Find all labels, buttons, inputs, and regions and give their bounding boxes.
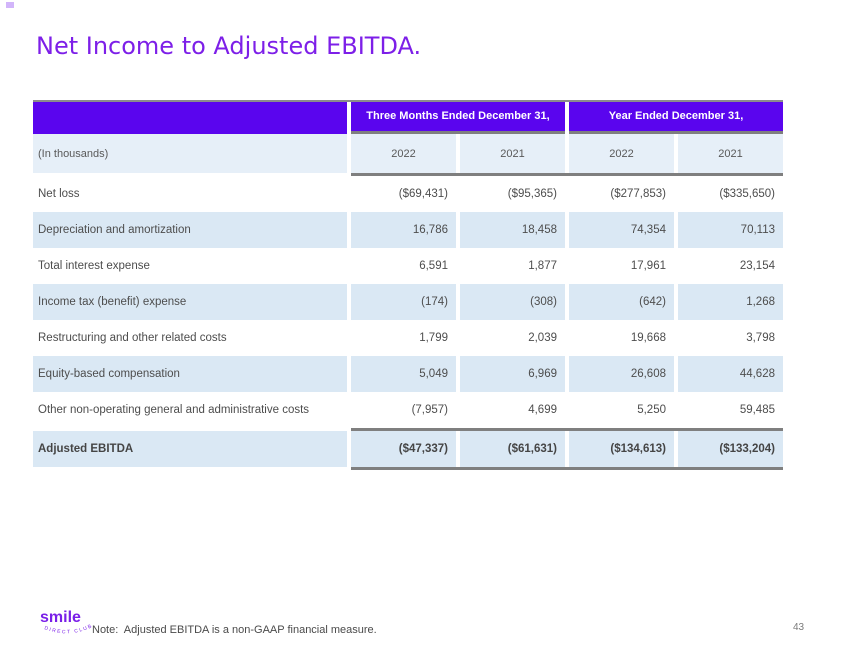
table-header-groups: Three Months Ended December 31, Year End… bbox=[33, 102, 783, 134]
table-row: Equity-based compensation 5,049 6,969 26… bbox=[33, 356, 783, 392]
cell-value: 5,250 bbox=[637, 404, 666, 416]
cell-value: 5,049 bbox=[351, 356, 456, 392]
table-row: Restructuring and other related costs 1,… bbox=[33, 320, 783, 356]
cell-value: 2,039 bbox=[528, 332, 557, 344]
cell-value: (174) bbox=[351, 284, 456, 320]
smile-direct-club-logo: smile DIRECT CLUB bbox=[40, 609, 93, 635]
cell-value: ($69,431) bbox=[398, 188, 448, 200]
cell-value: ($134,613) bbox=[569, 431, 674, 467]
year-col-header: 2022 bbox=[569, 134, 674, 173]
corner-accent-square bbox=[6, 2, 14, 8]
ebitda-reconciliation-table: Three Months Ended December 31, Year End… bbox=[33, 100, 783, 470]
header-corner-cell bbox=[33, 102, 347, 134]
cell-value: 1,799 bbox=[419, 332, 448, 344]
year-col-header: 2021 bbox=[678, 134, 783, 173]
row-label: Income tax (benefit) expense bbox=[33, 284, 347, 320]
cell-value: 4,699 bbox=[528, 404, 557, 416]
year-col-header: 2022 bbox=[351, 134, 456, 173]
table-row: Income tax (benefit) expense (174) (308)… bbox=[33, 284, 783, 320]
cell-value: ($277,853) bbox=[610, 188, 666, 200]
table-row: Net loss ($69,431) ($95,365) ($277,853) … bbox=[33, 176, 783, 212]
cell-value: ($61,631) bbox=[460, 431, 565, 467]
cell-value: 74,354 bbox=[569, 212, 674, 248]
rule-below-total bbox=[351, 467, 783, 470]
cell-value: 26,608 bbox=[569, 356, 674, 392]
cell-value: ($133,204) bbox=[678, 431, 783, 467]
cell-value: 59,485 bbox=[739, 404, 775, 416]
table-header-years: (In thousands) 2022 2021 2022 2021 bbox=[33, 134, 783, 173]
cell-value: ($335,650) bbox=[719, 188, 775, 200]
header-group-three-months: Three Months Ended December 31, bbox=[351, 102, 565, 134]
row-label: Net loss bbox=[38, 188, 80, 200]
cell-value: (7,957) bbox=[411, 404, 448, 416]
cell-value: 18,458 bbox=[460, 212, 565, 248]
year-col-header: 2021 bbox=[460, 134, 565, 173]
slide-title: Net Income to Adjusted EBITDA. bbox=[36, 32, 422, 60]
row-label: Equity-based compensation bbox=[33, 356, 347, 392]
cell-value: (642) bbox=[569, 284, 674, 320]
cell-value: 19,668 bbox=[630, 332, 666, 344]
cell-value: 70,113 bbox=[678, 212, 783, 248]
cell-value: 44,628 bbox=[678, 356, 783, 392]
cell-value: ($95,365) bbox=[507, 188, 557, 200]
cell-value: 23,154 bbox=[739, 260, 775, 272]
table-row-total: Adjusted EBITDA ($47,337) ($61,631) ($13… bbox=[33, 431, 783, 467]
table-row: Depreciation and amortization 16,786 18,… bbox=[33, 212, 783, 248]
footnote: Note: Adjusted EBITDA is a non-GAAP fina… bbox=[92, 624, 377, 636]
cell-value: 6,969 bbox=[460, 356, 565, 392]
logo-wordmark: smile bbox=[40, 609, 81, 626]
row-label: Adjusted EBITDA bbox=[33, 431, 347, 467]
table-row: Other non-operating general and administ… bbox=[33, 392, 783, 428]
table-row: Total interest expense 6,591 1,877 17,96… bbox=[33, 248, 783, 284]
page-number: 43 bbox=[793, 622, 805, 633]
cell-value: 16,786 bbox=[351, 212, 456, 248]
row-label: Depreciation and amortization bbox=[33, 212, 347, 248]
row-label: Total interest expense bbox=[38, 260, 150, 272]
cell-value: 1,268 bbox=[678, 284, 783, 320]
cell-value: 17,961 bbox=[630, 260, 666, 272]
cell-value: 3,798 bbox=[746, 332, 775, 344]
row-label: Restructuring and other related costs bbox=[38, 332, 227, 344]
rule-above-total bbox=[351, 428, 783, 431]
cell-value: (308) bbox=[460, 284, 565, 320]
cell-value: ($47,337) bbox=[351, 431, 456, 467]
row-label: Other non-operating general and administ… bbox=[38, 404, 310, 416]
cell-value: 6,591 bbox=[419, 260, 448, 272]
header-group-year-ended: Year Ended December 31, bbox=[569, 102, 783, 134]
rule-under-years bbox=[351, 173, 783, 176]
cell-value: 1,877 bbox=[528, 260, 557, 272]
unit-label: (In thousands) bbox=[33, 134, 347, 173]
